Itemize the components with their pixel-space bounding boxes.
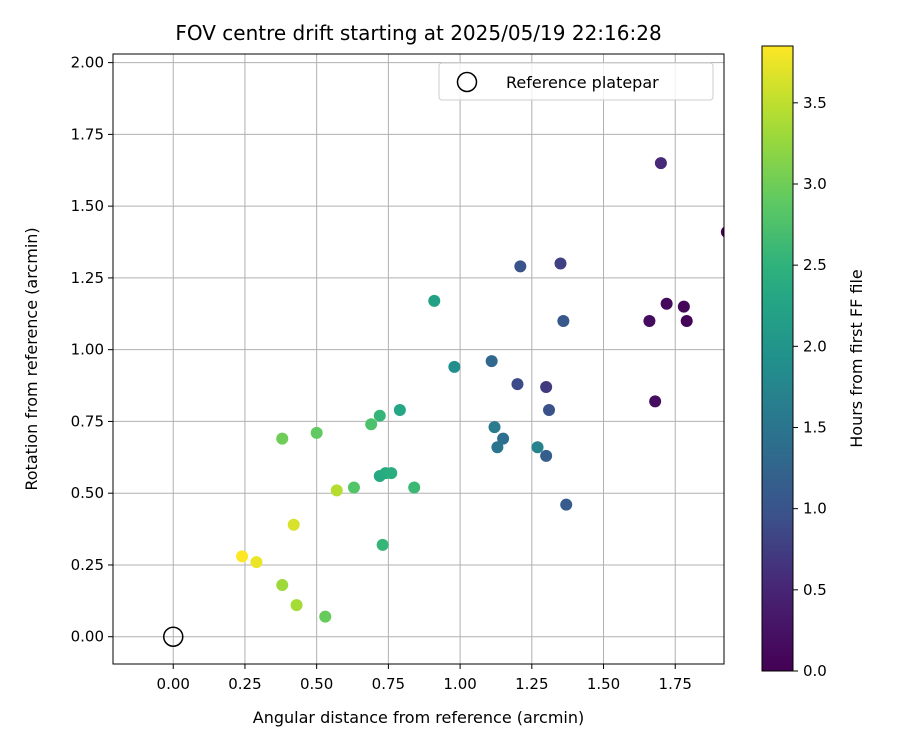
colorbar: 0.0 0.5 1.0 1.5 2.0 2.5 3.0 3.5 Hours from firs…: [761, 45, 866, 680]
scatter-point: [654, 157, 667, 170]
scatter-point: [560, 498, 573, 511]
scatter-point: [554, 257, 567, 270]
x-tick-label: 1.75: [659, 675, 692, 693]
scatter-point: [491, 441, 504, 454]
colorbar-tick-label: 1.0: [803, 500, 827, 518]
x-tick-label: 0.00: [157, 675, 190, 693]
chart-title: FOV centre drift starting at 2025/05/19 …: [175, 21, 661, 45]
legend-box: [438, 62, 714, 101]
y-tick-label: 1.00: [71, 341, 104, 359]
scatter-point: [677, 300, 690, 313]
scatter-point: [276, 432, 289, 445]
scatter-point: [236, 550, 249, 563]
scatter-point: [488, 421, 501, 434]
plot-frame: [112, 53, 725, 665]
colorbar-ticks: 0.0 0.5 1.0 1.5 2.0 2.5 3.0 3.5: [793, 94, 827, 680]
x-tick-label: 1.00: [443, 675, 476, 693]
y-tick-label: 1.75: [71, 125, 104, 143]
colorbar-tick-label: 0.0: [803, 662, 827, 680]
x-axis-ticks: 0.00 0.25 0.50 0.75 1.00 1.25 1.50 1.75: [157, 664, 692, 693]
reference-marker: [162, 626, 184, 647]
scatter-point: [643, 314, 656, 327]
colorbar-tick-label: 3.0: [803, 175, 827, 193]
scatter-point: [485, 355, 498, 368]
legend-label: Reference platepar: [506, 73, 659, 92]
scatter-point: [497, 432, 510, 445]
reference-platepar-marker: [162, 626, 184, 647]
legend-reference-marker: [456, 71, 478, 93]
colorbar-tick-label: 2.0: [803, 337, 827, 355]
y-tick-label: 1.50: [71, 197, 104, 215]
scatter-point: [557, 314, 570, 327]
scatter-point: [540, 449, 553, 462]
scatter-point: [376, 538, 389, 551]
scatter-point: [310, 426, 323, 439]
y-tick-label: 0.25: [71, 556, 104, 574]
scatter-point: [319, 610, 332, 623]
colorbar-frame: [761, 45, 794, 672]
scatter-point: [385, 467, 398, 480]
data-points: [236, 157, 724, 623]
scatter-point: [680, 314, 693, 327]
colorbar-label: Hours from first FF file: [847, 269, 866, 448]
scatter-point: [543, 403, 556, 416]
x-tick-label: 0.50: [300, 675, 333, 693]
x-tick-label: 0.75: [372, 675, 405, 693]
colorbar-tick-label: 3.5: [803, 94, 827, 112]
scatter-point: [373, 409, 386, 422]
scatter-point: [408, 481, 421, 494]
x-tick-label: 1.50: [587, 675, 620, 693]
scatter-point: [365, 418, 378, 431]
x-tick-label: 1.25: [515, 675, 548, 693]
y-axis-label: Rotation from reference (arcmin): [22, 227, 41, 490]
scatter-point: [347, 481, 360, 494]
colorbar-tick-label: 0.5: [803, 581, 827, 599]
scatter-point: [514, 260, 527, 273]
y-tick-label: 1.25: [71, 269, 104, 287]
scatter-point: [290, 599, 303, 612]
scatter-point: [448, 360, 461, 373]
scatter-point: [276, 579, 289, 592]
scatter-point: [330, 484, 343, 497]
legend: Reference platepar: [438, 62, 714, 101]
x-axis-label: Angular distance from reference (arcmin): [253, 708, 584, 727]
scatter-point: [511, 378, 524, 391]
scatter-point: [287, 518, 300, 531]
grid: [113, 54, 724, 664]
y-tick-label: 0.00: [71, 628, 104, 646]
scatter-point: [393, 403, 406, 416]
y-tick-label: 2.00: [71, 54, 104, 72]
y-tick-label: 0.75: [71, 412, 104, 430]
y-axis-ticks: 0.00 0.25 0.50 0.75 1.00 1.25 1.50 1.75 2.00: [71, 54, 113, 646]
colorbar-tick-label: 2.5: [803, 256, 827, 274]
scatter-point: [720, 226, 724, 238]
x-tick-label: 0.25: [228, 675, 261, 693]
scatter-point: [649, 395, 662, 408]
scatter-point: [250, 556, 263, 569]
colorbar-tick-label: 1.5: [803, 418, 827, 436]
scatter-point: [531, 441, 544, 454]
scatter-point: [428, 294, 441, 307]
scatter-point: [660, 297, 673, 310]
scatter-point: [540, 380, 553, 393]
colorbar-gradient: [762, 46, 793, 671]
y-tick-label: 0.50: [71, 484, 104, 502]
